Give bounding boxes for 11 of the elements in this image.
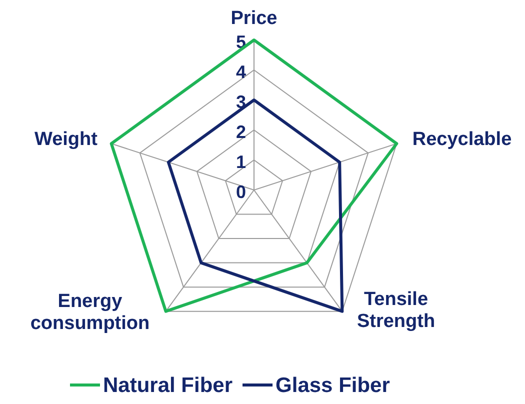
- y-tick-label: 0: [236, 182, 246, 202]
- y-tick-label: 4: [236, 62, 246, 82]
- spoke-label: Weight: [34, 129, 98, 150]
- spoke-label: Tensile Strength: [356, 289, 436, 332]
- spoke-label: Recyclable: [412, 129, 512, 150]
- spoke-label: Energy consumption: [30, 291, 150, 334]
- spoke-label: Price: [230, 8, 278, 29]
- y-tick-label: 2: [236, 122, 246, 142]
- legend-label: Natural Fiber: [103, 374, 233, 397]
- legend-label: Glass Fiber: [276, 374, 390, 397]
- y-tick-label: 1: [236, 152, 246, 172]
